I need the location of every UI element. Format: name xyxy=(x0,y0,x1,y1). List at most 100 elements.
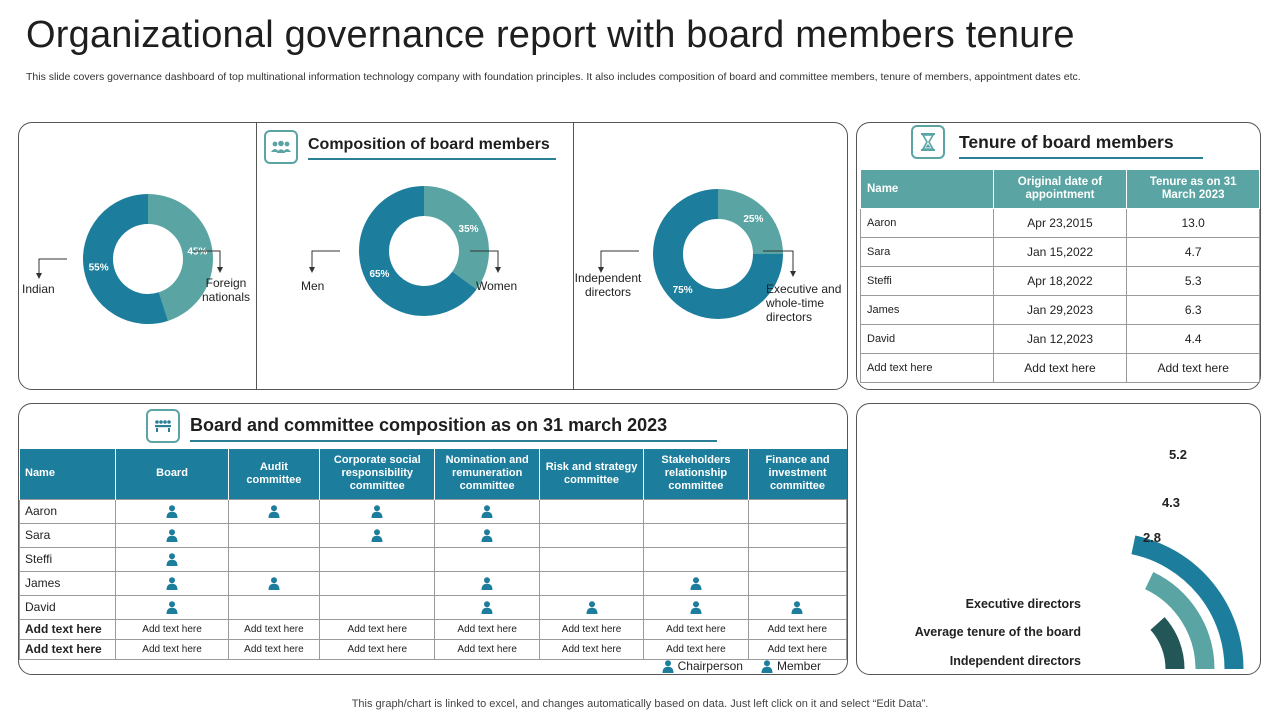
committee-cell xyxy=(538,546,645,572)
donut-segment-left xyxy=(83,194,169,324)
panel-divider xyxy=(573,123,574,389)
committee-cell-name: James xyxy=(18,570,117,596)
member-icon xyxy=(166,528,178,542)
committee-cell xyxy=(319,522,436,548)
composition-panel: Composition of board members 45% 55% 35% 65… xyxy=(18,122,848,390)
committee-cell xyxy=(434,522,540,548)
committee-col-header: Finance and investment committee xyxy=(747,449,847,499)
member-icon xyxy=(481,528,493,542)
hourglass-icon xyxy=(911,125,945,159)
member-icon xyxy=(791,600,803,614)
composition-heading: Composition of board members xyxy=(308,136,556,160)
tenure-heading: Tenure of board members xyxy=(959,132,1203,159)
tenure-cell-tenure: 4.4 xyxy=(1126,324,1260,354)
tenure-cell-tenure: 13.0 xyxy=(1126,208,1260,238)
member-icon xyxy=(481,600,493,614)
donut-left-percent: 75% xyxy=(673,285,693,296)
committee-panel: Board and committee composition as on 31… xyxy=(18,403,848,675)
committee-cell xyxy=(747,570,848,596)
committee-table: Name Board Audit committee Corporate social… xyxy=(18,449,848,660)
legend-chairperson-label: Chairperson xyxy=(677,659,743,673)
committee-cell xyxy=(115,546,229,572)
committee-row: Steffi xyxy=(18,546,848,572)
committee-col-header: Corporate social responsibility committe… xyxy=(319,449,435,499)
committee-cell xyxy=(319,546,436,572)
committee-cell xyxy=(227,498,321,524)
member-icon xyxy=(268,576,280,590)
chairperson-icon xyxy=(662,659,674,673)
legend-chairperson: Chairperson xyxy=(662,659,743,673)
committee-cell xyxy=(643,594,749,620)
tenure-row: James Jan 29,2023 6.3 xyxy=(860,295,1260,325)
donut2-right-label: Women xyxy=(476,279,518,293)
committee-cell xyxy=(434,570,540,596)
donut1-right-label: Foreign nationals xyxy=(201,276,251,304)
committee-placeholder-row: Add text here Add text here Add text here A… xyxy=(18,618,848,640)
committee-cell: Add text here xyxy=(227,618,321,640)
donut-charts: 45% 55% 35% 65% 25% 75% xyxy=(36,186,796,324)
member-icon xyxy=(371,504,383,518)
committee-cell-name: Add text here xyxy=(18,618,117,640)
tenure-cell-tenure: 5.3 xyxy=(1126,266,1260,296)
committee-cell xyxy=(643,570,749,596)
committee-cell xyxy=(747,546,848,572)
tenure-cell-name: David xyxy=(860,324,994,354)
tenure-arc-category: Independent directors xyxy=(950,654,1081,668)
committee-cell xyxy=(643,498,749,524)
committee-cell xyxy=(115,522,229,548)
tenure-arc-value: 2.8 xyxy=(1143,530,1161,545)
member-icon xyxy=(481,504,493,518)
tenure-arc-panel: 2.8 4.3 5.2 Executive directors Average tenu… xyxy=(856,403,1261,675)
tenure-cell-name: Sara xyxy=(860,237,994,267)
people-group-icon xyxy=(264,130,298,164)
footer-note: This graph/chart is linked to excel, and… xyxy=(351,698,929,710)
leader-line xyxy=(193,250,221,269)
committee-cell: Add text here xyxy=(319,618,436,640)
committee-col-header: Nomination and remuneration committee xyxy=(434,449,540,499)
committee-col-header: Name xyxy=(18,449,116,499)
member-icon xyxy=(371,528,383,542)
donut-segment-right xyxy=(147,194,213,321)
tenure-cell-date: Jan 12,2023 xyxy=(992,324,1128,354)
tenure-panel: Tenure of board members Name Original da… xyxy=(856,122,1261,390)
committee-cell-name: Steffi xyxy=(18,546,117,572)
donut-right-percent: 35% xyxy=(459,224,479,235)
committee-cell xyxy=(538,594,645,620)
donut-segment-right xyxy=(717,189,783,255)
committee-cell xyxy=(434,498,540,524)
member-icon xyxy=(586,600,598,614)
member-icon xyxy=(761,659,773,673)
committee-row: David xyxy=(18,594,848,620)
committee-row: Sara xyxy=(18,522,848,548)
donut-segment-left xyxy=(359,186,477,316)
committee-cell xyxy=(643,522,749,548)
tenure-arc-category: Executive directors xyxy=(966,597,1081,611)
member-icon xyxy=(166,504,178,518)
committee-cell xyxy=(115,570,229,596)
committee-cell xyxy=(538,522,645,548)
member-icon xyxy=(166,576,178,590)
member-icon xyxy=(166,552,178,566)
committee-cell: Add text here xyxy=(747,618,848,640)
committee-cell xyxy=(227,546,321,572)
committee-row: Aaron xyxy=(18,498,848,524)
tenure-cell-tenure: Add text here xyxy=(1126,353,1260,383)
legend-member: Member xyxy=(761,659,821,673)
tenure-table: Name Original date of appointment Tenure… xyxy=(860,169,1260,383)
donut-right-percent: 25% xyxy=(743,214,763,225)
committee-cell xyxy=(538,570,645,596)
tenure-radial-bar-chart: 2.8 4.3 5.2 Executive directors Average tenu… xyxy=(915,447,1244,670)
donut3-left-label: Independent directors xyxy=(574,271,642,299)
tenure-row: Steffi Apr 18,2022 5.3 xyxy=(860,266,1260,296)
page-subtitle: This slide covers governance dashboard o… xyxy=(26,71,1081,83)
tenure-arc-bar xyxy=(1144,571,1215,670)
tenure-cell-tenure: 6.3 xyxy=(1126,295,1260,325)
committee-col-header: Risk and strategy committee xyxy=(538,449,644,499)
tenure-arc-bar xyxy=(1131,535,1244,670)
committee-cell: Add text here xyxy=(115,638,229,660)
tenure-row: Aaron Apr 23,2015 13.0 xyxy=(860,208,1260,238)
tenure-arc-bar xyxy=(1150,617,1185,670)
tenure-row: Sara Jan 15,2022 4.7 xyxy=(860,237,1260,267)
leader-line xyxy=(470,250,499,269)
tenure-row: Add text here Add text here Add text here xyxy=(860,353,1260,383)
